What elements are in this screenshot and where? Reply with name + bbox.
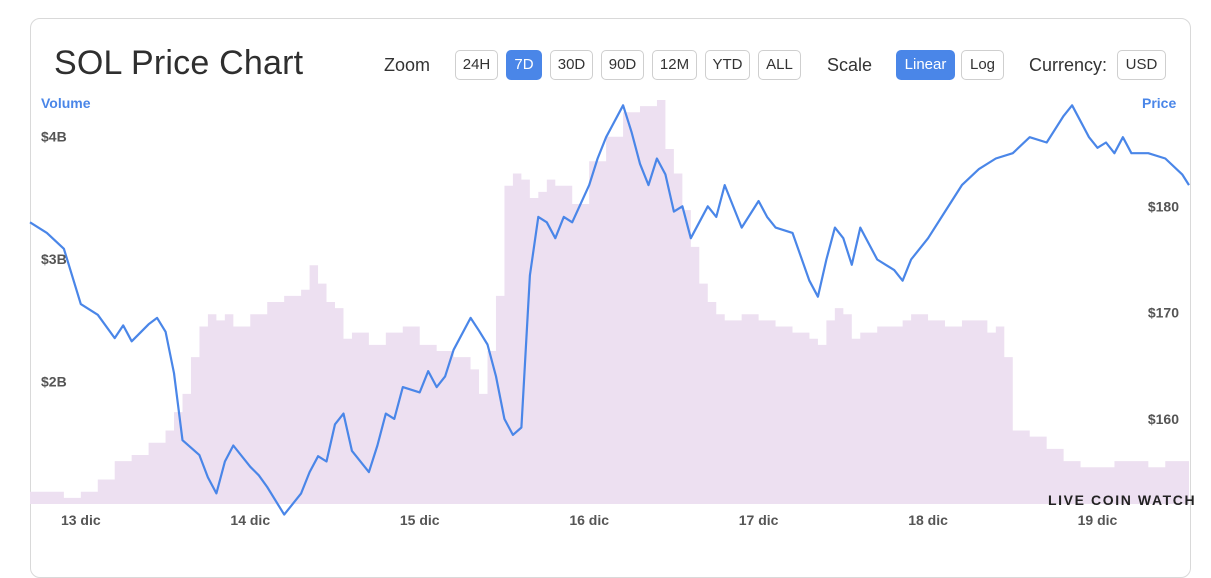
price-line xyxy=(29,104,1190,516)
x-tick-label: 16 dic xyxy=(569,512,609,528)
scale-log-button[interactable]: Log xyxy=(961,50,1004,80)
x-tick-label: 15 dic xyxy=(400,512,440,528)
zoom-12m-button[interactable]: 12M xyxy=(652,50,697,80)
price-volume-chart: 13 dic 14 dic 15 dic 16 dic 17 dic 18 dic 19 d… xyxy=(29,100,1190,528)
volume-tick-label: $2B xyxy=(41,374,67,390)
live-coin-watch-logo: LIVE COIN WATCH xyxy=(1048,492,1197,508)
volume-tick-label: $3B xyxy=(41,251,67,267)
zoom-90d-button[interactable]: 90D xyxy=(601,50,644,80)
price-axis-title: Price xyxy=(1142,95,1177,111)
volume-axis-title: Volume xyxy=(41,95,91,111)
zoom-7d-button[interactable]: 7D xyxy=(506,50,542,80)
x-tick-label: 13 dic xyxy=(61,512,101,528)
zoom-all-button[interactable]: ALL xyxy=(758,50,801,80)
x-tick-label: 18 dic xyxy=(908,512,948,528)
currency-label: Currency: xyxy=(1029,55,1108,75)
currency-select[interactable]: USD xyxy=(1117,50,1166,80)
zoom-30d-button[interactable]: 30D xyxy=(550,50,593,80)
x-tick-label: 17 dic xyxy=(739,512,779,528)
scale-linear-button[interactable]: Linear xyxy=(896,50,955,80)
volume-tick-label: $4B xyxy=(41,129,67,145)
price-tick-label: $180 xyxy=(1148,198,1179,214)
x-tick-label: 14 dic xyxy=(230,512,270,528)
zoom-label: Zoom xyxy=(384,55,431,75)
chart-title: SOL Price Chart xyxy=(54,44,304,82)
volume-area xyxy=(30,100,1189,504)
price-tick-label: $160 xyxy=(1148,411,1179,427)
price-tick-label: $170 xyxy=(1148,305,1179,321)
zoom-24h-button[interactable]: 24H xyxy=(455,50,498,80)
zoom-ytd-button[interactable]: YTD xyxy=(705,50,750,80)
x-tick-label: 19 dic xyxy=(1078,512,1118,528)
scale-label: Scale xyxy=(827,55,873,75)
